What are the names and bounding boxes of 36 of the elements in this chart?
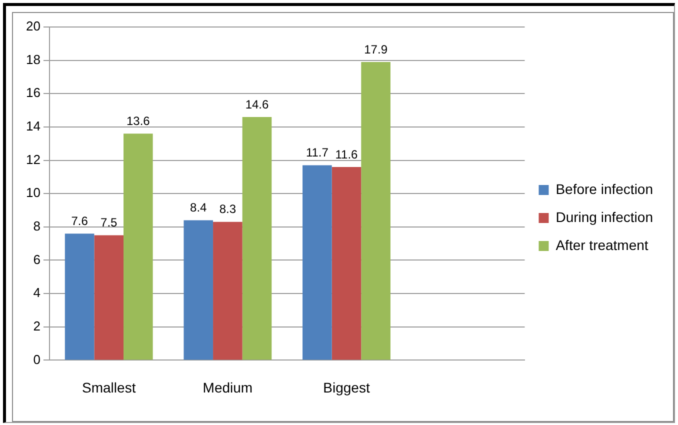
data-label: 14.6 [245, 97, 269, 112]
y-tick-label: 12 [26, 152, 40, 167]
y-tick-label: 14 [26, 118, 40, 134]
x-tick-label: Biggest [323, 379, 370, 396]
data-label: 7.5 [100, 216, 118, 230]
y-tick-label: 0 [33, 352, 40, 367]
data-label: 13.6 [126, 114, 150, 128]
data-label: 17.9 [364, 42, 388, 56]
data-label: 8.4 [190, 200, 208, 215]
y-tick-label: 4 [33, 285, 40, 300]
bar [332, 166, 362, 360]
bar [184, 220, 214, 360]
y-tick-label: 6 [33, 252, 40, 267]
bar [302, 165, 332, 360]
bar [124, 134, 153, 360]
y-tick-label: 2 [33, 318, 40, 334]
bar [213, 222, 242, 360]
bar [242, 116, 272, 360]
bar [64, 234, 94, 360]
data-label: 7.6 [71, 214, 88, 228]
legend-label: During infection [556, 208, 653, 225]
chart-frame: Before infection During infection After treatment Smallest Medium Biggest 0 2 4 6 8 10 12 14 16 18 20 7.6 8.4 11.7 7.5 8.3 11.6 13.6 14.6 17.9 [3, 3, 675, 423]
y-tick-label: 20 [26, 18, 40, 34]
bar [361, 62, 390, 360]
legend-label: After treatment [556, 236, 648, 253]
data-label: 8.3 [219, 202, 236, 216]
y-tick-label: 10 [26, 185, 40, 200]
legend-label: Before infection [556, 180, 654, 197]
y-tick-label: 8 [33, 218, 40, 234]
x-tick-label: Medium [202, 379, 253, 396]
bar [94, 235, 124, 360]
y-tick-label: 18 [26, 52, 40, 67]
data-label: 11.7 [306, 146, 329, 160]
data-label: 11.6 [335, 147, 358, 162]
x-tick-label: Smallest [82, 379, 136, 396]
y-tick-label: 16 [26, 85, 40, 100]
